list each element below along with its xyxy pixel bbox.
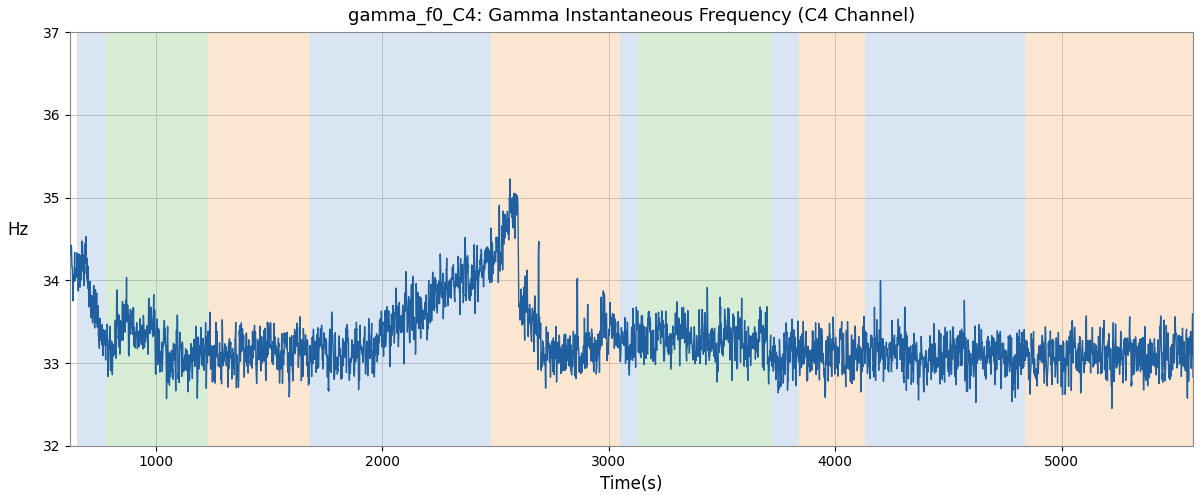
Bar: [491, 32, 620, 446]
Bar: [799, 32, 865, 446]
Bar: [998, 32, 1026, 446]
Bar: [1026, 32, 1193, 446]
Bar: [208, 32, 310, 446]
X-axis label: Time(s): Time(s): [600, 475, 662, 493]
Bar: [310, 32, 491, 446]
Bar: [865, 32, 998, 446]
Bar: [772, 32, 799, 446]
Bar: [106, 32, 208, 446]
Bar: [620, 32, 638, 446]
Y-axis label: Hz: Hz: [7, 221, 28, 239]
Bar: [638, 32, 772, 446]
Bar: [77, 32, 106, 446]
Title: gamma_f0_C4: Gamma Instantaneous Frequency (C4 Channel): gamma_f0_C4: Gamma Instantaneous Frequen…: [348, 7, 916, 25]
